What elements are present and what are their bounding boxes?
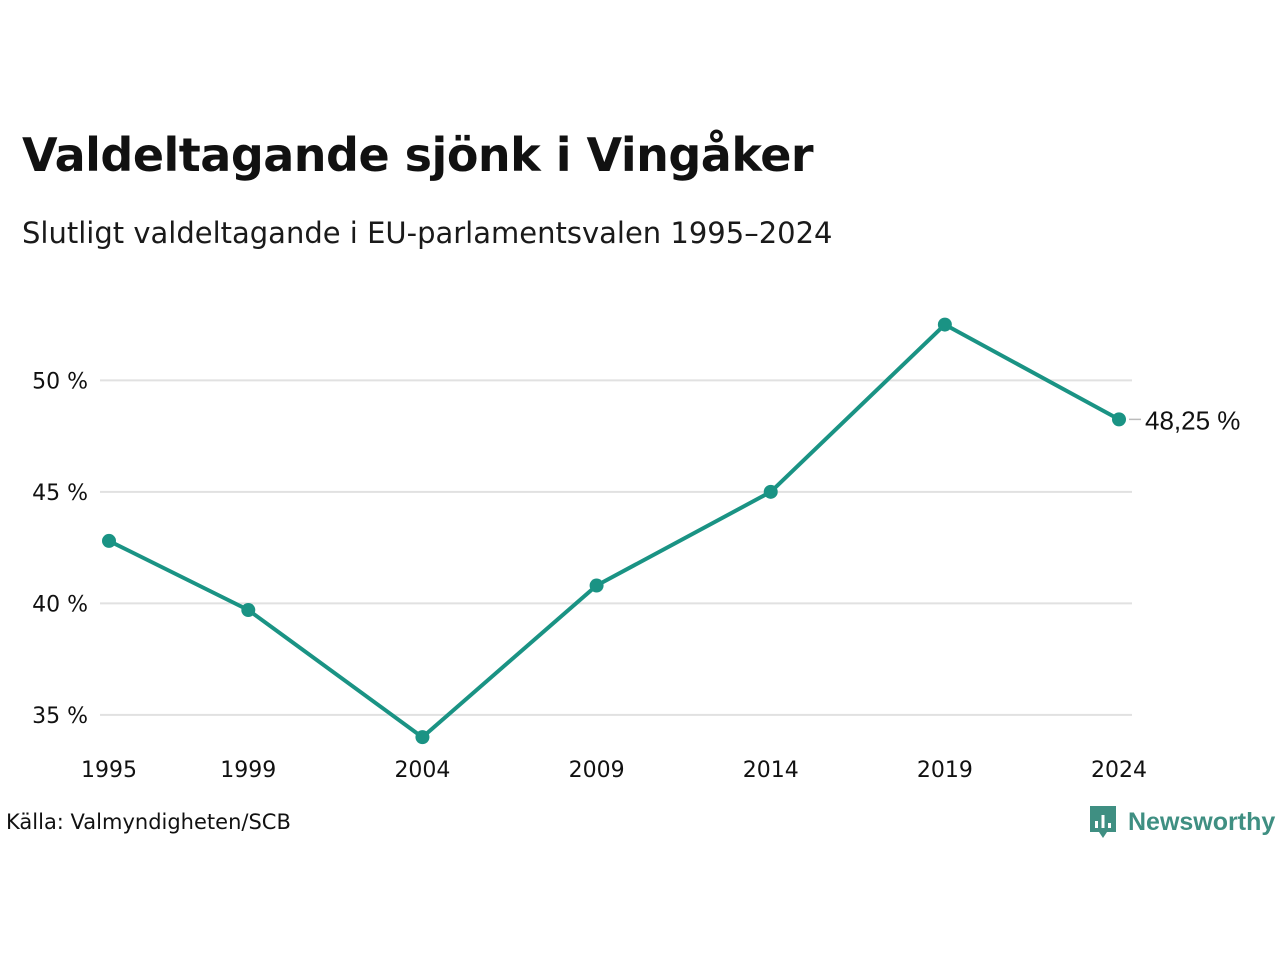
chart-subtitle: Slutligt valdeltagande i EU-parlamentsva… [22, 216, 833, 250]
x-tick-label: 1999 [220, 758, 276, 783]
brand-name: Newsworthy [1128, 807, 1276, 836]
data-point-1995 [102, 533, 116, 548]
data-point-1999 [241, 603, 256, 618]
x-axis-ticks: 1995 1999 2004 2009 2014 2019 2024 [81, 758, 1147, 783]
y-tick-label: 50 % [32, 369, 88, 394]
y-tick-label: 40 % [32, 592, 88, 617]
source-note: Källa: Valmyndigheten/SCB [6, 810, 291, 834]
end-label-group: 48,25 % [1129, 405, 1240, 435]
y-tick-label: 45 % [32, 481, 88, 506]
series-line [107, 322, 1121, 740]
x-tick-label: 2004 [394, 758, 450, 783]
series-turnout [102, 317, 1126, 745]
data-point-2004 [415, 730, 430, 745]
data-point-2014 [763, 484, 778, 499]
gridlines [100, 379, 1132, 716]
x-tick-label: 2009 [569, 758, 625, 783]
newsworthy-logo-icon [1090, 806, 1116, 838]
y-tick-label: 35 % [32, 704, 88, 729]
end-value-label: 48,25 % [1145, 405, 1240, 435]
chart-title: Valdeltagande sjönk i Vingåker [22, 128, 814, 182]
brand-logo: Newsworthy [1088, 804, 1275, 840]
x-tick-label: 2014 [743, 758, 799, 783]
data-point-2009 [589, 578, 604, 593]
data-point-2019 [937, 317, 952, 332]
x-tick-label: 2019 [917, 758, 973, 783]
x-tick-label: 1995 [81, 758, 137, 783]
x-tick-label: 2024 [1091, 758, 1147, 783]
y-axis-ticks: 35 % 40 % 45 % 50 % [32, 369, 88, 729]
data-point-2024 [1112, 412, 1126, 427]
